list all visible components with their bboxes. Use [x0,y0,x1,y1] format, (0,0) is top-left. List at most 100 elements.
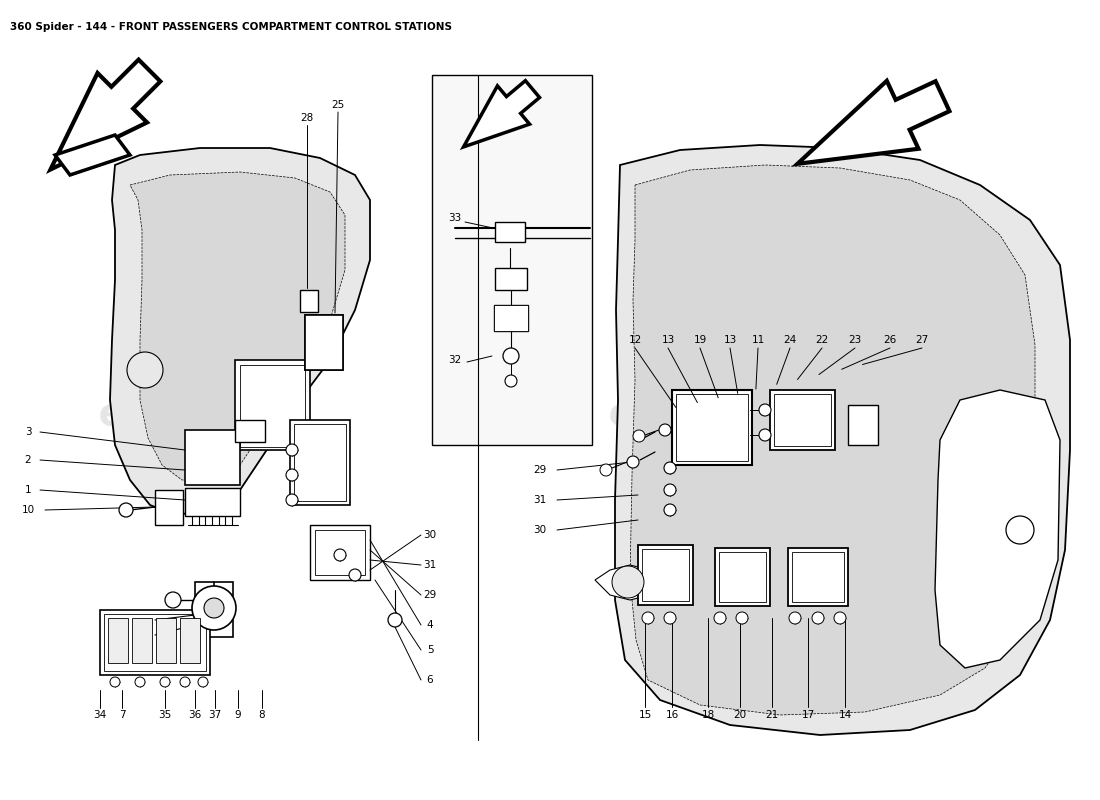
Bar [715,548,770,606]
Circle shape [503,348,519,364]
Text: eurospares: eurospares [96,394,344,466]
Text: eurospares: eurospares [606,394,855,466]
Polygon shape [463,81,539,147]
Bar [315,530,365,575]
Bar [495,222,525,242]
Text: 37: 37 [208,710,221,720]
Bar [294,424,346,501]
Text: 13: 13 [661,335,674,345]
Bar [788,548,848,606]
Circle shape [612,566,643,598]
Bar [676,394,748,461]
Text: 8: 8 [258,710,265,720]
Circle shape [1006,516,1034,544]
Text: 14: 14 [838,710,851,720]
Text: 36: 36 [188,710,201,720]
Circle shape [119,503,133,517]
Text: 21: 21 [766,710,779,720]
Polygon shape [615,145,1070,735]
Bar [180,618,200,663]
Circle shape [834,612,846,624]
Circle shape [286,494,298,506]
Text: 32: 32 [449,355,462,365]
Text: 31: 31 [424,560,437,570]
Bar [108,618,128,663]
Bar [792,552,844,602]
Text: 6: 6 [427,675,433,685]
Circle shape [659,424,671,436]
Circle shape [388,613,401,627]
Text: 360 Spider - 144 - FRONT PASSENGERS COMPARTMENT CONTROL STATIONS: 360 Spider - 144 - FRONT PASSENGERS COMP… [10,22,452,32]
Circle shape [334,549,346,561]
Text: 30: 30 [534,525,547,535]
Bar [185,488,240,516]
Bar [310,525,370,580]
Bar [290,420,350,505]
Text: 4: 4 [427,620,433,630]
Polygon shape [110,148,370,515]
Circle shape [627,456,639,468]
Circle shape [165,592,182,608]
Circle shape [286,469,298,481]
Circle shape [759,404,771,416]
Text: 24: 24 [783,335,796,345]
Text: 13: 13 [724,335,737,345]
Polygon shape [51,60,161,170]
Bar [494,305,528,331]
Circle shape [714,612,726,624]
Bar [305,315,343,370]
Bar [848,405,878,445]
Circle shape [664,484,676,496]
Text: 26: 26 [883,335,896,345]
Circle shape [664,462,676,474]
Bar [185,430,240,485]
Circle shape [160,677,170,687]
Bar [132,618,152,663]
Circle shape [204,598,224,618]
Text: 12: 12 [628,335,641,345]
Bar [156,618,176,663]
Text: 7: 7 [119,710,125,720]
Circle shape [789,612,801,624]
Polygon shape [935,390,1060,668]
Bar [195,582,233,637]
Bar [774,394,830,446]
Text: 29: 29 [534,465,547,475]
Text: 30: 30 [424,530,437,540]
Text: 25: 25 [331,100,344,110]
Bar [104,614,206,671]
Text: 31: 31 [534,495,547,505]
Bar [235,420,265,442]
Text: 10: 10 [21,505,34,515]
Text: 28: 28 [300,113,313,123]
Circle shape [736,612,748,624]
Text: 34: 34 [94,710,107,720]
Bar [155,490,183,525]
Bar [100,610,210,675]
Text: 29: 29 [424,590,437,600]
Text: 3: 3 [24,427,31,437]
Bar [235,360,310,450]
Bar [770,390,835,450]
Circle shape [349,569,361,581]
Circle shape [286,444,298,456]
Circle shape [110,677,120,687]
Circle shape [759,429,771,441]
Bar [300,290,318,312]
Text: 22: 22 [815,335,828,345]
Circle shape [664,612,676,624]
Text: 23: 23 [848,335,861,345]
Bar [305,315,343,370]
Polygon shape [130,172,345,480]
Text: 20: 20 [734,710,747,720]
Circle shape [192,586,236,630]
Bar [638,545,693,605]
Circle shape [600,464,612,476]
Text: 35: 35 [158,710,172,720]
Text: 1: 1 [24,485,31,495]
Polygon shape [595,565,660,600]
Circle shape [126,352,163,388]
Circle shape [180,677,190,687]
Bar [719,552,766,602]
Bar [672,390,752,465]
